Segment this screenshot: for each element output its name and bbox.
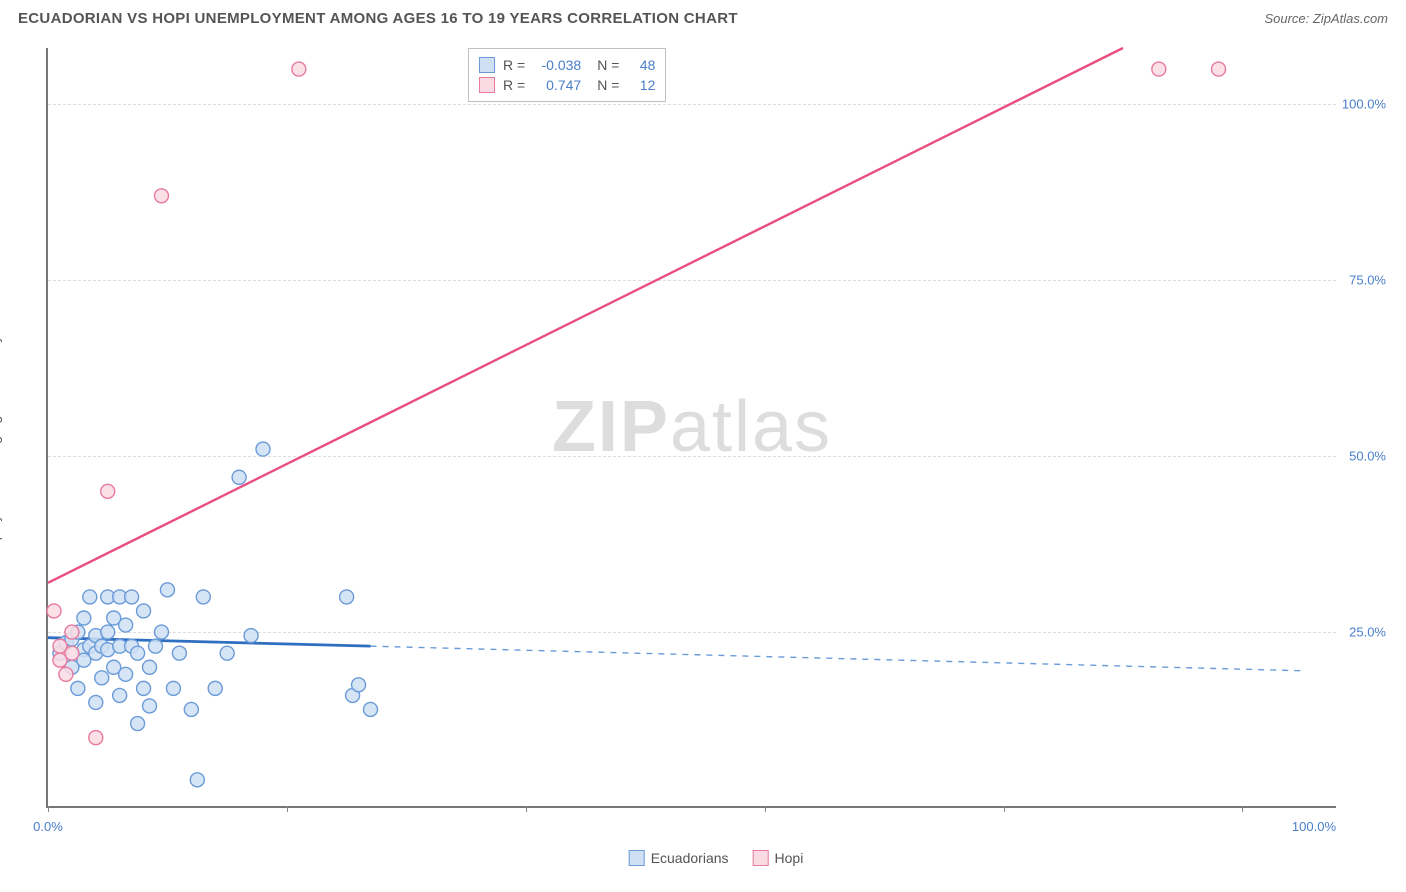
data-point [292,62,306,76]
data-point [208,681,222,695]
data-point [101,484,115,498]
data-point [95,671,109,685]
data-point [89,695,103,709]
regression-line-extrapolated [371,646,1303,671]
data-point [154,625,168,639]
x-axis-start-label: 0.0% [33,819,63,834]
chart-title: ECUADORIAN VS HOPI UNEMPLOYMENT AMONG AG… [18,10,738,27]
r-value: -0.038 [533,57,581,73]
data-point [154,189,168,203]
data-point [65,625,79,639]
data-point [143,660,157,674]
source-attribution: Source: ZipAtlas.com [1264,11,1388,26]
series-swatch [629,850,645,866]
plot-container: Unemployment Among Ages 16 to 19 years Z… [46,48,1386,838]
series-swatch [479,77,495,93]
scatter-svg [48,48,1338,808]
series-swatch [753,850,769,866]
n-value: 48 [627,57,655,73]
legend-label: Ecuadorians [651,850,729,866]
data-point [65,646,79,660]
y-axis-label: Unemployment Among Ages 16 to 19 years [0,308,2,577]
data-point [131,717,145,731]
data-point [196,590,210,604]
data-point [125,590,139,604]
data-point [172,646,186,660]
data-point [101,625,115,639]
data-point [83,590,97,604]
data-point [119,618,133,632]
data-point [364,702,378,716]
data-point [244,629,258,643]
data-point [131,646,145,660]
chart-header: ECUADORIAN VS HOPI UNEMPLOYMENT AMONG AG… [18,10,1388,27]
n-value: 12 [627,77,655,93]
n-label: N = [597,77,619,93]
data-point [137,681,151,695]
data-point [143,699,157,713]
x-axis-end-label: 100.0% [1292,819,1336,834]
data-point [1212,62,1226,76]
data-point [77,611,91,625]
data-point [1152,62,1166,76]
data-point [256,442,270,456]
data-point [59,667,73,681]
series-legend: Ecuadorians Hopi [629,850,804,866]
data-point [71,681,85,695]
data-point [160,583,174,597]
series-swatch [479,57,495,73]
n-label: N = [597,57,619,73]
data-point [352,678,366,692]
plot-area: ZIPatlas 25.0%50.0%75.0%100.0% R =-0.038… [46,48,1336,808]
data-point [232,470,246,484]
r-label: R = [503,77,525,93]
data-point [220,646,234,660]
legend-item: Hopi [753,850,804,866]
data-point [184,702,198,716]
regression-line [48,48,1123,583]
data-point [166,681,180,695]
legend-label: Hopi [775,850,804,866]
data-point [149,639,163,653]
r-value: 0.747 [533,77,581,93]
data-point [190,773,204,787]
data-point [119,667,133,681]
data-point [113,688,127,702]
stats-legend-box: R = -0.038 N = 48 R = 0.747 N = 12 [468,48,666,102]
data-point [47,604,61,618]
data-point [137,604,151,618]
data-point [89,731,103,745]
legend-item: Ecuadorians [629,850,729,866]
r-label: R = [503,57,525,73]
stats-row: R = -0.038 N = 48 [479,55,655,75]
stats-row: R = 0.747 N = 12 [479,75,655,95]
data-point [340,590,354,604]
